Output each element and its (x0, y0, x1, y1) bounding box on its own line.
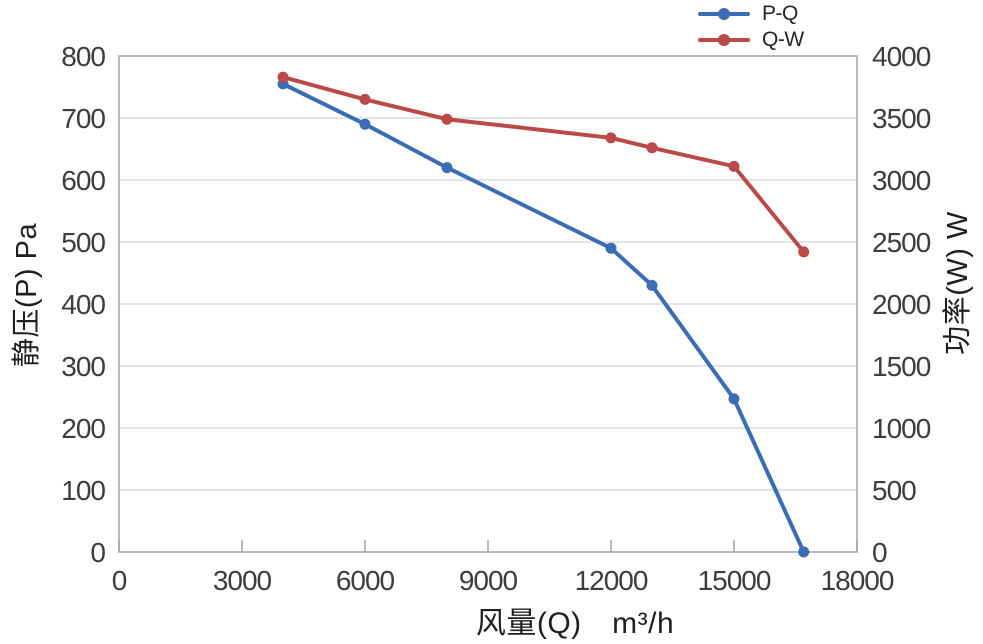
legend-label-q-w: Q-W (762, 27, 804, 51)
y-left-tick-label: 0 (90, 537, 105, 568)
legend-label-p-q: P-Q (762, 1, 798, 25)
y-left-tick-label: 600 (61, 165, 105, 196)
line-marker-swatch-icon (698, 7, 750, 20)
y-right-tick-label: 3000 (872, 165, 931, 196)
data-point-p-q (798, 546, 810, 558)
legend: P-Q Q-W (698, 1, 804, 52)
y-right-tick-label: 2000 (872, 289, 931, 320)
data-point-p-q (646, 279, 658, 291)
y-axis-title-right: 功率(W) W (942, 211, 974, 355)
data-point-q-w (646, 142, 658, 154)
data-point-q-w (605, 132, 617, 144)
data-point-q-w (728, 160, 740, 172)
data-point-q-w (798, 246, 810, 258)
y-right-tick-label: 2500 (872, 227, 931, 258)
y-right-tick-label: 500 (872, 475, 916, 506)
legend-marker-dot (718, 33, 730, 46)
legend-item-q-w: Q-W (698, 27, 804, 52)
data-point-p-q (728, 393, 740, 405)
x-tick-label: 15000 (698, 565, 771, 596)
x-tick-label: 18000 (821, 565, 894, 596)
data-point-p-q (605, 242, 617, 254)
y-left-tick-label: 300 (61, 351, 105, 382)
data-point-q-w (277, 71, 289, 83)
y-right-tick-label: 4000 (872, 41, 931, 72)
y-left-tick-label: 500 (61, 227, 105, 258)
y-right-tick-label: 1000 (872, 413, 931, 444)
data-point-p-q (441, 162, 453, 174)
y-right-tick-label: 3500 (872, 103, 931, 134)
x-tick-label: 12000 (575, 565, 648, 596)
y-left-tick-label: 100 (61, 475, 105, 506)
x-tick-label: 0 (112, 565, 127, 596)
x-axis-title: 风量(Q) m³/h (475, 607, 675, 640)
legend-marker-dot (718, 7, 730, 20)
x-tick-label: 9000 (459, 565, 518, 596)
series-line-p-q (281, 81, 806, 554)
y-right-tick-label: 1500 (872, 351, 931, 382)
x-tick-label: 3000 (213, 565, 272, 596)
y-left-tick-label: 700 (61, 103, 105, 134)
y-axis-title-left: 静压(P) Pa (11, 222, 43, 368)
series-line-q-w (281, 75, 806, 254)
y-left-tick-label: 800 (61, 41, 105, 72)
x-tick-label: 6000 (336, 565, 395, 596)
legend-item-p-q: P-Q (698, 1, 804, 26)
data-point-p-q (359, 118, 371, 130)
line-marker-swatch-icon (698, 33, 750, 46)
data-point-q-w (441, 113, 453, 125)
y-right-tick-label: 0 (872, 537, 887, 568)
data-point-q-w (359, 93, 371, 105)
y-left-tick-label: 400 (61, 289, 105, 320)
y-left-tick-label: 200 (61, 413, 105, 444)
